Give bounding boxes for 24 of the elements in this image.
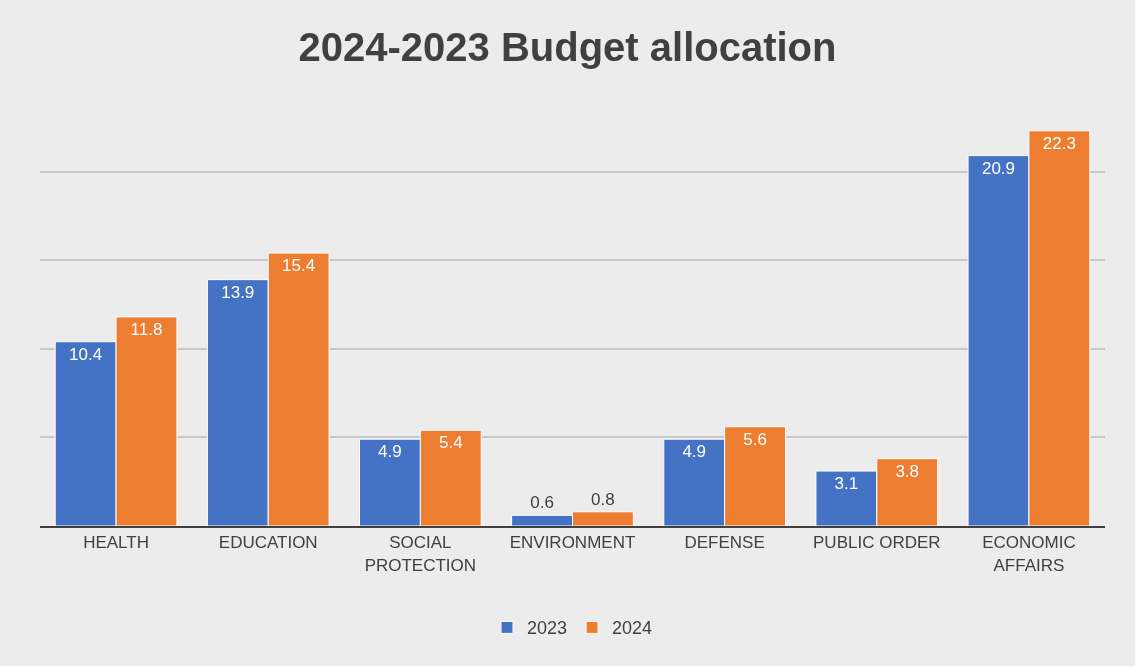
data-label: 20.9 [981,158,1016,178]
data-label: 3.1 [834,474,859,494]
x-tick-label: SOCIAL PROTECTION [364,533,477,575]
data-label: 5.6 [743,429,767,449]
chart-title: 2024-2023 Budget allocation [298,25,837,70]
data-label: 13.9 [221,282,255,302]
x-tick-label: ENVIRONMENT [509,533,636,553]
x-tick-label: PUBLIC ORDER [813,533,941,553]
data-label: 22.3 [1042,133,1076,153]
x-tick-label: DEFENSE [684,533,765,553]
data-label: 11.8 [130,319,163,339]
legend-label: 2024 [612,618,653,639]
data-label: 15.4 [282,256,316,276]
data-label: 10.4 [69,344,103,364]
data-label: 4.9 [682,442,707,462]
x-tick-label: HEALTH [83,533,149,553]
data-label: 3.8 [895,461,920,481]
data-label: 0.8 [591,489,615,509]
data-label: 4.9 [378,442,402,462]
data-label: 0.6 [530,493,554,513]
x-tick-label: ECONOMIC AFFAIRS [982,533,1076,575]
x-tick-label: EDUCATION [218,533,318,553]
legend-label: 2023 [527,618,568,639]
data-label: 5.4 [438,433,463,453]
